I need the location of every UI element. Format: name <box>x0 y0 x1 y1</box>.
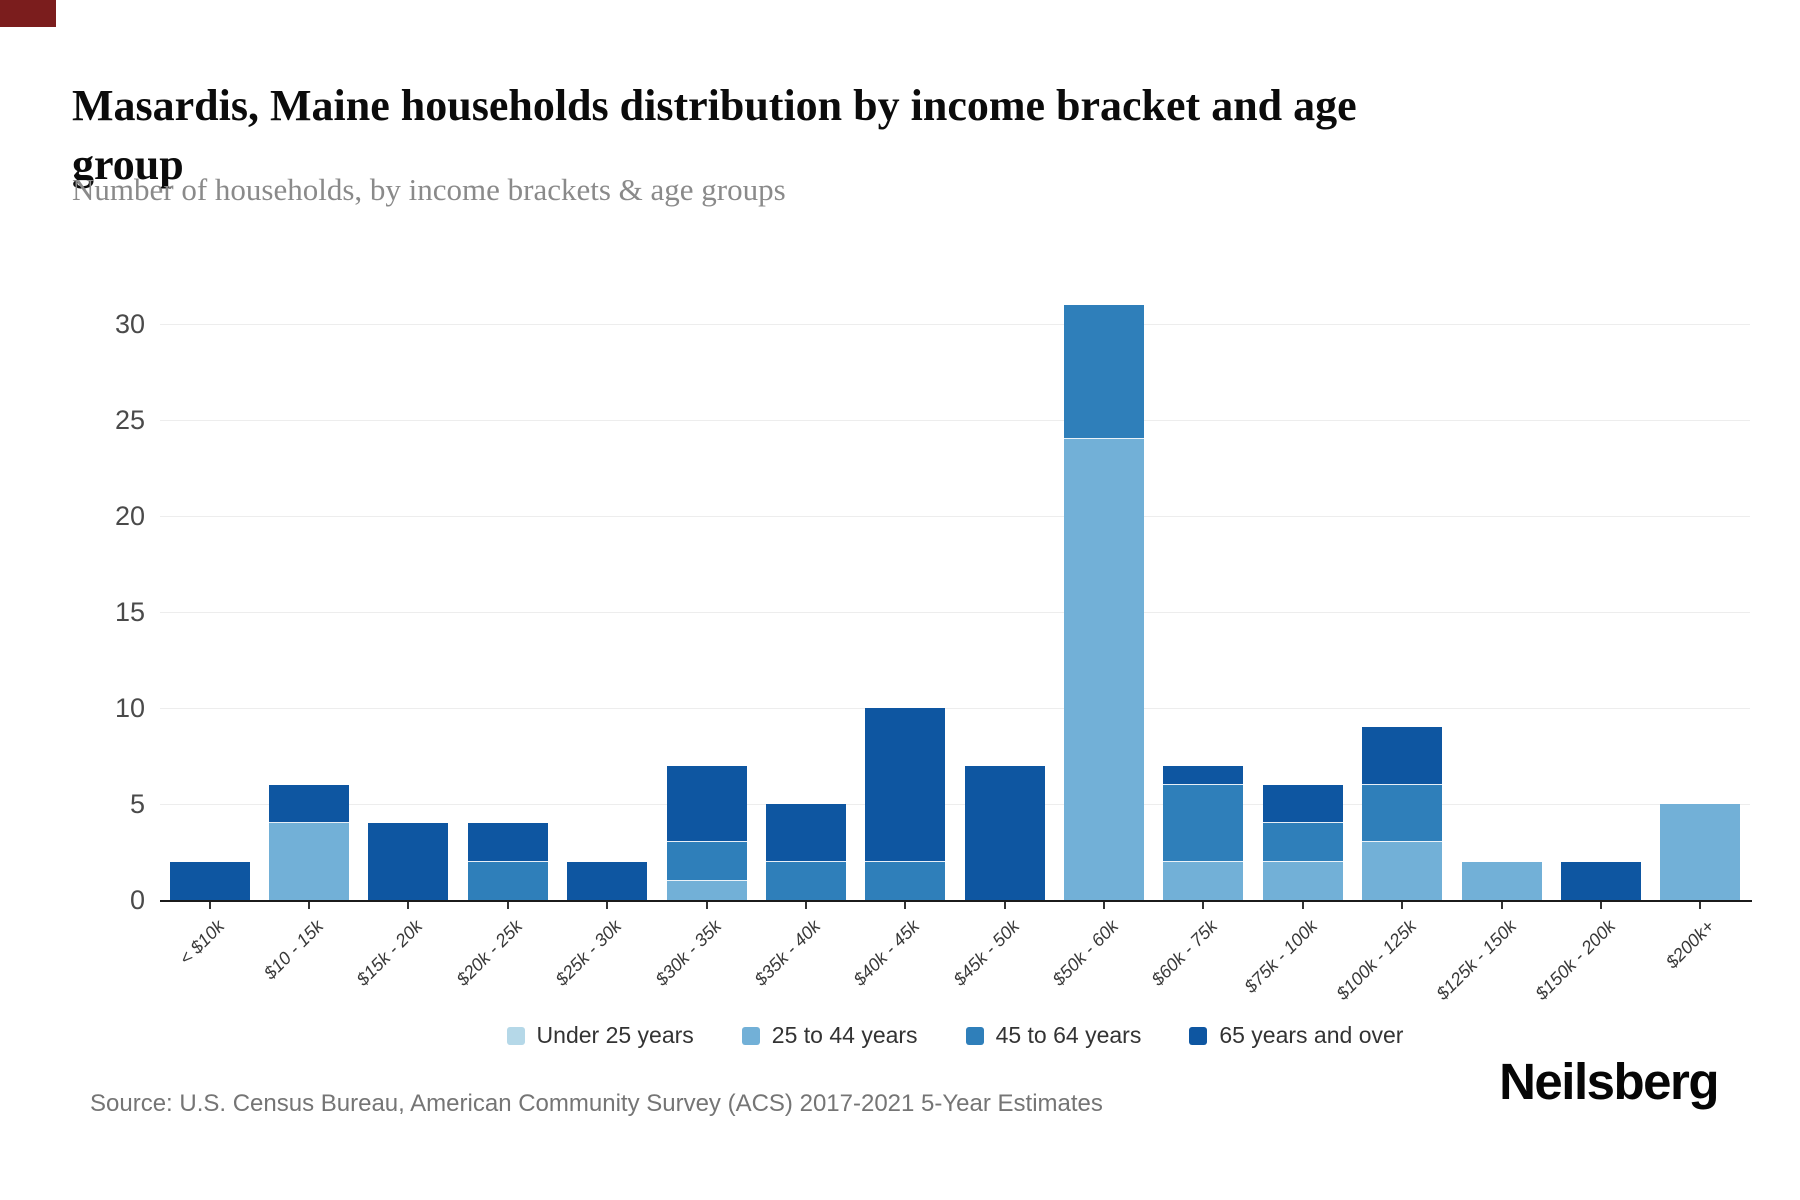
y-axis-tick-label: 20 <box>114 501 145 531</box>
bar-segment <box>1461 861 1542 900</box>
bar-$150k - 200k <box>1560 300 1641 900</box>
legend: Under 25 years 25 to 44 years 45 to 64 yea… <box>160 1022 1750 1049</box>
gridline <box>160 612 1750 613</box>
bar-$75k - 100k <box>1262 300 1343 900</box>
x-axis-tick <box>804 902 807 909</box>
page-title: Masardis, Maine households distribution … <box>72 81 1357 189</box>
bar-segment <box>1163 861 1244 900</box>
x-axis-tick <box>1500 902 1503 909</box>
legend-swatch <box>741 1026 760 1045</box>
legend-label: 25 to 44 years <box>771 1022 918 1048</box>
x-axis-tick <box>407 902 410 909</box>
bar-segment <box>1163 784 1244 862</box>
bar-$30k - 35k <box>666 300 747 900</box>
corner-accent <box>0 0 56 27</box>
bar-segment <box>269 784 350 824</box>
bar-$200k+ <box>1660 300 1741 900</box>
bar-$50k - 60k <box>1064 300 1145 900</box>
x-axis-tick <box>506 902 509 909</box>
bar-segment <box>1064 304 1145 440</box>
x-axis-tick <box>606 902 609 909</box>
bar-$125k - 150k <box>1461 300 1542 900</box>
x-axis-tick <box>1301 902 1304 909</box>
page-subtitle: Number of households, by income brackets… <box>72 172 786 207</box>
x-axis-tick <box>705 902 708 909</box>
legend-label: 65 years and over <box>1219 1022 1404 1048</box>
y-axis-tick-label: 30 <box>114 309 145 339</box>
bar-$45k - 50k <box>964 300 1045 900</box>
bar-segment <box>467 823 548 862</box>
bar-segment <box>1660 804 1741 900</box>
bar-segment <box>1362 727 1443 785</box>
bar-segment <box>467 861 548 900</box>
x-axis-tick <box>1003 902 1006 909</box>
bar-segment <box>666 842 747 881</box>
bar-segment <box>765 804 846 862</box>
bar-segment <box>865 708 946 862</box>
bar-segment <box>567 861 648 900</box>
bar-$15k - 20k <box>368 300 449 900</box>
x-axis-tick <box>1699 902 1702 909</box>
bar-segment <box>269 823 350 900</box>
y-axis-tick-label: 0 <box>129 885 145 915</box>
bar-$60k - 75k <box>1163 300 1244 900</box>
gridline <box>160 516 1750 517</box>
bar-segment <box>1262 823 1343 862</box>
bar-segment <box>1163 765 1244 785</box>
bar-segment <box>765 861 846 900</box>
y-axis-tick-label: 25 <box>114 405 145 435</box>
legend-swatch <box>1189 1026 1208 1045</box>
legend-item: 25 to 44 years <box>741 1022 918 1049</box>
bar-< $10k <box>169 300 250 900</box>
y-axis-tick-label: 10 <box>114 693 145 723</box>
x-axis-tick <box>308 902 311 909</box>
bar-$10 - 15k <box>269 300 350 900</box>
x-axis-line <box>160 900 1752 902</box>
bar-$20k - 25k <box>467 300 548 900</box>
brand-logo[interactable]: Neilsberg <box>1499 1053 1719 1110</box>
gridline <box>160 804 1750 805</box>
legend-item: Under 25 years <box>506 1022 694 1049</box>
bar-segment <box>1362 784 1443 843</box>
x-axis-tick <box>1401 902 1404 909</box>
bar-segment <box>1362 842 1443 900</box>
bar-segment <box>1064 439 1145 900</box>
gridline <box>160 324 1750 325</box>
bar-segment <box>666 765 747 843</box>
legend-item: 65 years and over <box>1189 1022 1403 1049</box>
y-axis-tick-label: 15 <box>114 597 145 627</box>
x-axis-tick <box>1599 902 1602 909</box>
gridline <box>160 420 1750 421</box>
bar-$25k - 30k <box>567 300 648 900</box>
bar-segment <box>169 861 250 900</box>
x-axis-tick <box>208 902 211 909</box>
bar-segment <box>368 823 449 900</box>
legend-label: Under 25 years <box>536 1022 694 1048</box>
bar-$40k - 45k <box>865 300 946 900</box>
legend-item: 45 to 64 years <box>965 1022 1142 1049</box>
gridline <box>160 708 1750 709</box>
legend-label: 45 to 64 years <box>995 1022 1142 1048</box>
x-axis-tick <box>1103 902 1106 909</box>
bar-segment <box>1560 861 1641 900</box>
legend-swatch <box>506 1026 525 1045</box>
x-axis-tick <box>1202 902 1205 909</box>
bar-segment <box>865 861 946 900</box>
source-note: Source: U.S. Census Bureau, American Com… <box>90 1090 1103 1117</box>
bar-segment <box>1262 861 1343 900</box>
bar-$100k - 125k <box>1362 300 1443 900</box>
plot-area <box>160 300 1750 900</box>
x-axis-tick <box>904 902 907 909</box>
bar-$35k - 40k <box>765 300 846 900</box>
legend-swatch <box>965 1026 984 1045</box>
bar-segment <box>666 880 747 900</box>
y-axis-tick-label: 5 <box>129 789 145 819</box>
bar-segment <box>1262 784 1343 824</box>
bar-segment <box>964 765 1045 900</box>
